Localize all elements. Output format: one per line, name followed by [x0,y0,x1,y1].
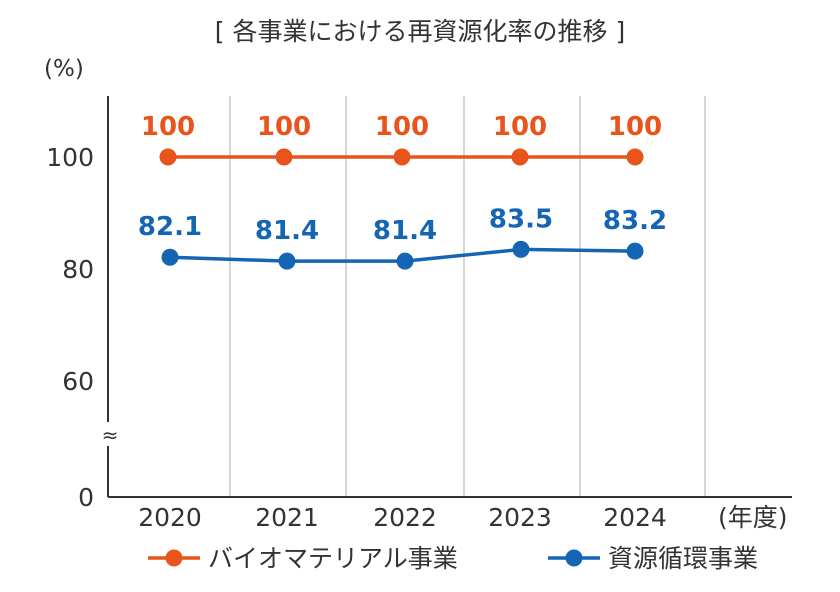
data-point [626,242,644,260]
data-label: 100 [608,112,662,142]
legend-marker-1 [165,549,183,567]
axis-break-mask [96,422,120,446]
data-point [512,240,530,258]
y-tick-label: 0 [78,483,94,512]
data-point [626,148,644,166]
data-label: 81.4 [255,216,319,246]
data-label: 100 [493,112,547,142]
x-tick-label: 2021 [255,503,319,532]
data-label: 100 [257,112,311,142]
data-label: 83.2 [603,206,667,236]
axis-break-icon: ≈ [102,423,119,447]
legend-label-1: バイオマテリアル事業 [208,544,458,573]
y-tick-label: 80 [62,255,94,284]
data-point [159,148,177,166]
legend-label-2: 資源循環事業 [608,544,758,573]
y-tick-labels: 100 80 60 0 [46,143,94,512]
x-axis-unit: (年度) [718,503,788,532]
data-point [393,148,411,166]
data-point [396,252,414,270]
legend-marker-2 [565,549,583,567]
data-label: 100 [375,112,429,142]
x-tick-label: 2024 [603,503,667,532]
chart-title: [ 各事業における再資源化率の推移 ] [215,17,625,46]
data-label: 100 [141,112,195,142]
x-tick-label: 2023 [488,503,552,532]
data-point [511,148,529,166]
data-point [161,248,179,266]
data-label: 81.4 [373,216,437,246]
y-tick-label: 100 [46,143,94,172]
x-tick-label: 2022 [373,503,437,532]
series-layer: 100 100 100 100 100 82.1 81.4 81.4 83.5 83.2 [138,112,667,270]
legend: バイオマテリアル事業 資源循環事業 [148,544,758,573]
y-tick-label: 60 [62,367,94,396]
data-point [275,148,293,166]
vertical-gridlines [229,96,706,497]
x-tick-labels: 2020 2021 2022 2023 2024 [138,503,667,532]
y-axis-unit: (%) [44,56,84,82]
data-label: 83.5 [489,204,553,234]
data-point [278,252,296,270]
data-label: 82.1 [138,212,202,242]
x-tick-label: 2020 [138,503,202,532]
